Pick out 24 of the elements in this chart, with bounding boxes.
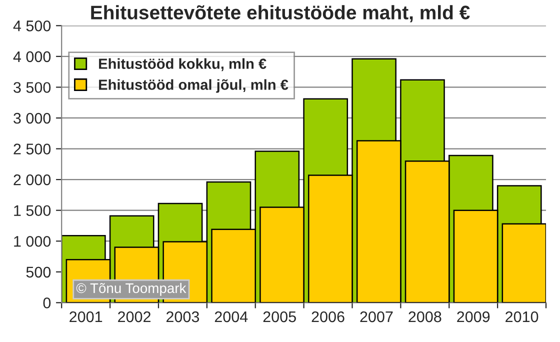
y-tick-label: 500 xyxy=(26,266,51,278)
legend-label: Ehitustööd kokku, mln € xyxy=(99,58,266,72)
y-tick-label: 4 500 xyxy=(13,20,51,32)
x-tick-label: 2003 xyxy=(166,311,200,322)
y-tick-label: 3 000 xyxy=(14,112,51,124)
x-tick-label: 2004 xyxy=(214,311,248,322)
y-tick-label: 2 500 xyxy=(14,144,51,154)
chart-title: Ehitusettevõtete ehitustööde maht, mld € xyxy=(91,5,470,22)
y-tick-label: 1 500 xyxy=(14,205,51,216)
y-tick-label: 2 000 xyxy=(14,174,51,186)
legend-label: Ehitustööd omal jõul, mln € xyxy=(99,79,288,93)
y-tick-label: 3 500 xyxy=(14,82,51,93)
x-tick-label: 2009 xyxy=(457,311,490,322)
x-tick-label: 2010 xyxy=(506,311,538,322)
x-tick-label: 2006 xyxy=(312,311,344,322)
annotation: © Tõnu Toompark xyxy=(76,282,186,296)
x-tick-label: 2005 xyxy=(263,311,296,322)
x-tick-label: 2007 xyxy=(360,311,393,322)
y-tick-label: 0 xyxy=(43,298,51,308)
x-tick-label: 2001 xyxy=(70,311,102,322)
y-tick-label: 4 000 xyxy=(13,51,51,62)
y-tick-label: 1 000 xyxy=(14,236,51,247)
x-tick-label: 2002 xyxy=(118,311,150,322)
x-tick-label: 2008 xyxy=(408,311,442,322)
